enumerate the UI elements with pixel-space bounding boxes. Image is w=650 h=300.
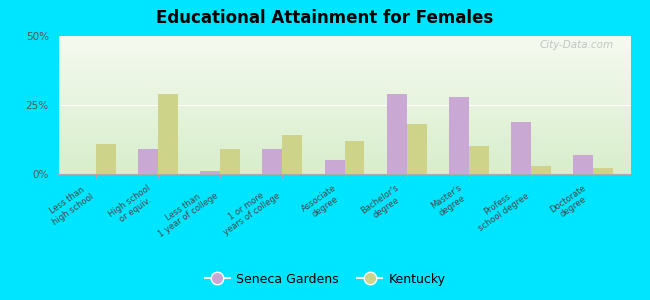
Bar	[449, 97, 469, 174]
Legend: Seneca Gardens, Kentucky: Seneca Gardens, Kentucky	[200, 268, 450, 291]
Bar	[511, 122, 531, 174]
Bar	[344, 141, 365, 174]
Bar	[531, 166, 551, 174]
Bar	[324, 160, 345, 174]
Bar	[158, 94, 178, 174]
Text: Educational Attainment for Females: Educational Attainment for Females	[157, 9, 493, 27]
Bar	[282, 135, 302, 174]
Bar	[387, 94, 407, 174]
Bar	[407, 124, 426, 174]
Bar	[593, 169, 613, 174]
Bar	[573, 155, 593, 174]
Bar	[138, 149, 158, 174]
Bar	[96, 144, 116, 174]
Bar	[220, 149, 240, 174]
Bar	[263, 149, 282, 174]
Text: City-Data.com: City-Data.com	[540, 40, 614, 50]
Bar	[200, 171, 220, 174]
Bar	[469, 146, 489, 174]
